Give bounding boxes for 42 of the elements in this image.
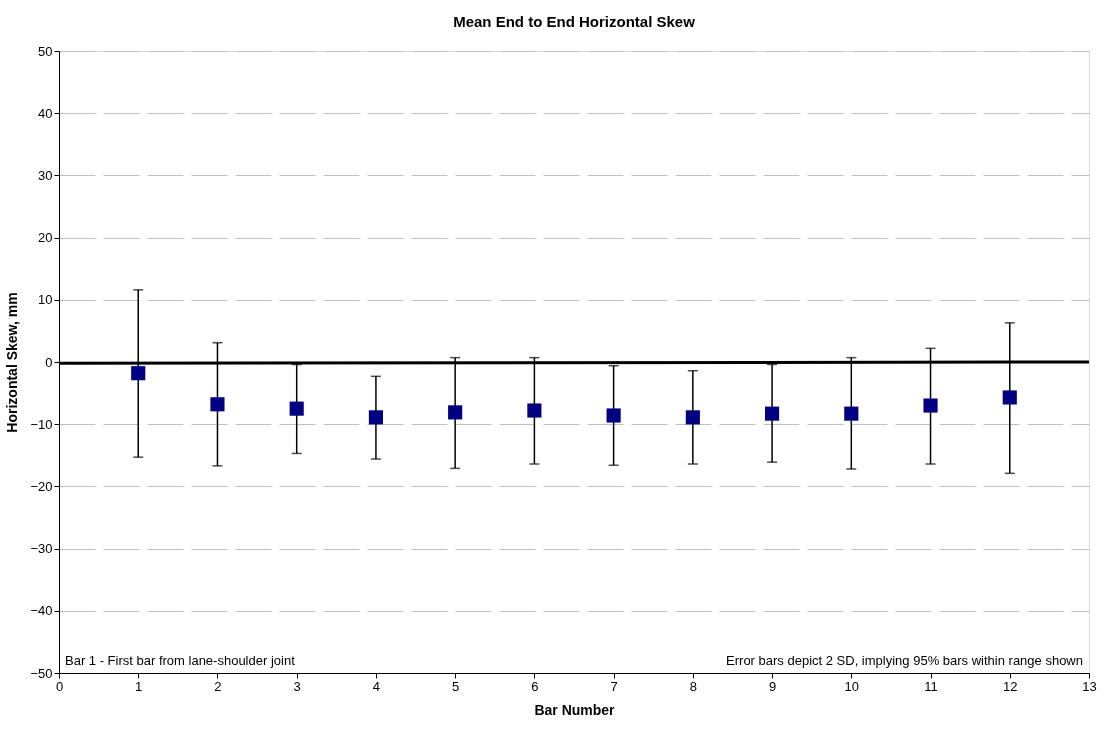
x-tick-label: 9 — [768, 678, 777, 694]
x-tick-label: 13 — [1082, 678, 1097, 694]
point — [210, 397, 225, 412]
y-tick-label: 0 — [45, 354, 53, 370]
y-tick-label: 30 — [38, 167, 53, 183]
y-tick-label: 40 — [38, 105, 53, 121]
x-tick-label: 3 — [293, 678, 301, 694]
x-tick-label: 10 — [844, 678, 860, 694]
y-tick-label: 50 — [38, 43, 53, 59]
x-tick-label: 5 — [452, 678, 460, 694]
annotation: Error bars depict 2 SD, implying 95% bars within range shown — [726, 653, 1083, 668]
y-tick-label: −40 — [30, 603, 53, 619]
point — [289, 401, 304, 416]
x-tick-label: 1 — [135, 678, 143, 694]
x-tick-label: 4 — [372, 678, 381, 694]
x-tick-label: 7 — [610, 678, 618, 694]
x-tick-label: 0 — [55, 678, 64, 694]
y-tick-label: 10 — [38, 292, 53, 308]
x-tick-label: 8 — [689, 678, 697, 694]
y-axis-title: Horizontal Skew, mm — [4, 292, 21, 433]
y-tick-label: −20 — [30, 478, 53, 494]
point — [368, 410, 383, 425]
x-tick-label: 12 — [1003, 678, 1018, 694]
y-tick-label: 20 — [38, 230, 53, 246]
x-tick-label: 2 — [214, 678, 222, 694]
x-tick-label: 11 — [924, 678, 938, 694]
y-tick-label: −50 — [30, 665, 53, 681]
x-axis-title: Bar Number — [534, 701, 616, 718]
y-tick-label: −30 — [30, 541, 53, 557]
point — [606, 408, 621, 423]
point — [527, 403, 542, 418]
x-tick-label: 6 — [531, 678, 539, 694]
point — [765, 406, 780, 421]
point — [1002, 390, 1017, 405]
chart-title: Mean End to End Horizontal Skew — [453, 13, 696, 30]
y-tick-label: −10 — [30, 416, 53, 432]
annotation: Bar 1 - First bar from lane-shoulder joint — [65, 653, 296, 668]
point — [448, 405, 463, 420]
point — [685, 410, 700, 425]
point — [844, 406, 859, 421]
point — [923, 398, 938, 413]
point — [131, 366, 146, 381]
